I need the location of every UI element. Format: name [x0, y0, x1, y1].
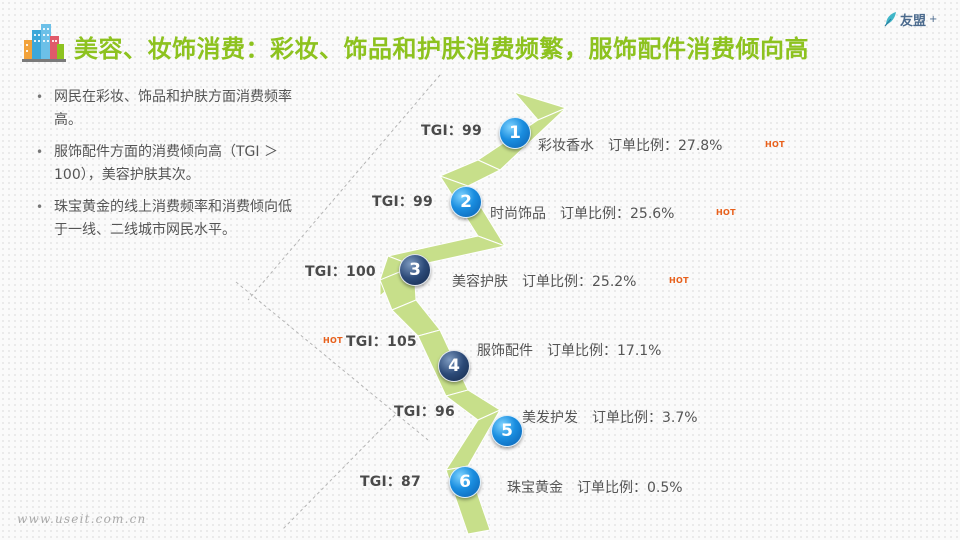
hot-badge: HOT: [323, 336, 343, 345]
order-ratio: 订单比例：3.7%: [592, 410, 698, 426]
dashed-guide-lines: [235, 74, 441, 531]
category-name: 彩妆香水: [538, 138, 594, 154]
tgi-label: TGI：105: [346, 334, 417, 350]
rank-badge: 6: [449, 466, 481, 498]
tgi-label: TGI：87: [360, 474, 421, 490]
category-label: 时尚饰品 订单比例：25.6%: [490, 203, 674, 223]
tgi-label: TGI：100: [305, 264, 376, 280]
summary-bullet: • 网民在彩妆、饰品和护肤方面消费频率高。: [34, 86, 304, 132]
category-label: 珠宝黄金 订单比例：0.5%: [507, 477, 683, 497]
summary-bullet: • 服饰配件方面的消费倾向高（TGI ＞100），美容护肤其次。: [34, 141, 304, 187]
summary-bullet-list: • 网民在彩妆、饰品和护肤方面消费频率高。 • 服饰配件方面的消费倾向高（TGI ＞…: [34, 86, 304, 251]
tgi-label: TGI：99: [421, 123, 482, 139]
category-name: 时尚饰品: [490, 206, 546, 222]
hot-badge: HOT: [716, 208, 736, 217]
category-label: 彩妆香水 订单比例：27.8%: [538, 135, 722, 155]
bullet-dot-icon: •: [36, 145, 44, 159]
rank-badge: 2: [450, 186, 482, 218]
brand-logo: 友盟 +: [884, 8, 937, 30]
brand-logo-suffix: +: [929, 13, 938, 25]
summary-bullet-text: 珠宝黄金的线上消费频率和消费倾向低于一线、二线城市网民水平。: [54, 199, 292, 238]
rank-badge: 5: [491, 415, 523, 447]
hot-badge: HOT: [669, 276, 689, 285]
order-ratio: 订单比例：25.6%: [560, 206, 675, 222]
summary-bullet-text: 服饰配件方面的消费倾向高（TGI ＞100），美容护肤其次。: [54, 144, 278, 183]
bullet-dot-icon: •: [36, 90, 44, 104]
category-name: 珠宝黄金: [507, 480, 563, 496]
tgi-label: TGI：96: [394, 404, 455, 420]
page-title: 美容、妆饰消费：彩妆、饰品和护肤消费频繁，服饰配件消费倾向高: [74, 35, 809, 63]
umeng-leaf-icon: [884, 12, 896, 27]
bullet-dot-icon: •: [36, 200, 44, 214]
city-buildings-icon: [22, 24, 66, 62]
hot-badge: HOT: [765, 140, 785, 149]
rank-badge: 4: [438, 350, 470, 382]
category-name: 美发护发: [522, 410, 578, 426]
tgi-label: TGI：99: [372, 194, 433, 210]
category-name: 美容护肤: [452, 274, 508, 290]
rank-badge: 3: [399, 254, 431, 286]
order-ratio: 订单比例：25.2%: [522, 274, 637, 290]
category-label: 服饰配件 订单比例：17.1%: [477, 340, 661, 360]
summary-bullet-text: 网民在彩妆、饰品和护肤方面消费频率高。: [54, 89, 292, 128]
rank-badge: 1: [499, 117, 531, 149]
footer-watermark-url: www.useit.com.cn: [17, 512, 147, 526]
category-label: 美发护发 订单比例：3.7%: [522, 407, 698, 427]
order-ratio: 订单比例：0.5%: [577, 480, 683, 496]
summary-bullet: • 珠宝黄金的线上消费频率和消费倾向低于一线、二线城市网民水平。: [34, 196, 304, 242]
category-name: 服饰配件: [477, 343, 533, 359]
order-ratio: 订单比例：17.1%: [547, 343, 662, 359]
brand-logo-text: 友盟: [900, 13, 927, 29]
order-ratio: 订单比例：27.8%: [608, 138, 723, 154]
category-label: 美容护肤 订单比例：25.2%: [452, 271, 636, 291]
